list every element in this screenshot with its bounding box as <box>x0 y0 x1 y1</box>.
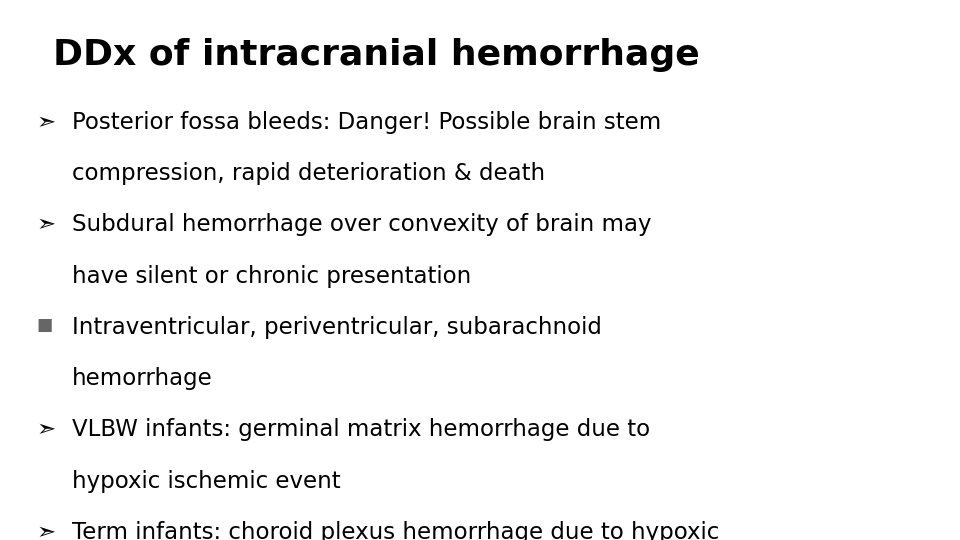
Text: ➣: ➣ <box>36 213 56 237</box>
Text: hemorrhage: hemorrhage <box>72 367 213 390</box>
Text: ➣: ➣ <box>36 111 56 134</box>
Text: ■: ■ <box>36 316 53 334</box>
Text: Term infants: choroid plexus hemorrhage due to hypoxic: Term infants: choroid plexus hemorrhage … <box>72 521 719 540</box>
Text: Posterior fossa bleeds: Danger! Possible brain stem: Posterior fossa bleeds: Danger! Possible… <box>72 111 661 134</box>
Text: compression, rapid deterioration & death: compression, rapid deterioration & death <box>72 162 545 185</box>
Text: ➣: ➣ <box>36 521 56 540</box>
Text: Intraventricular, periventricular, subarachnoid: Intraventricular, periventricular, subar… <box>72 316 602 339</box>
Text: have silent or chronic presentation: have silent or chronic presentation <box>72 265 471 288</box>
Text: DDx of intracranial hemorrhage: DDx of intracranial hemorrhage <box>53 38 700 72</box>
Text: Subdural hemorrhage over convexity of brain may: Subdural hemorrhage over convexity of br… <box>72 213 652 237</box>
Text: VLBW infants: germinal matrix hemorrhage due to: VLBW infants: germinal matrix hemorrhage… <box>72 418 650 442</box>
Text: hypoxic ischemic event: hypoxic ischemic event <box>72 470 341 493</box>
Text: ➣: ➣ <box>36 418 56 442</box>
